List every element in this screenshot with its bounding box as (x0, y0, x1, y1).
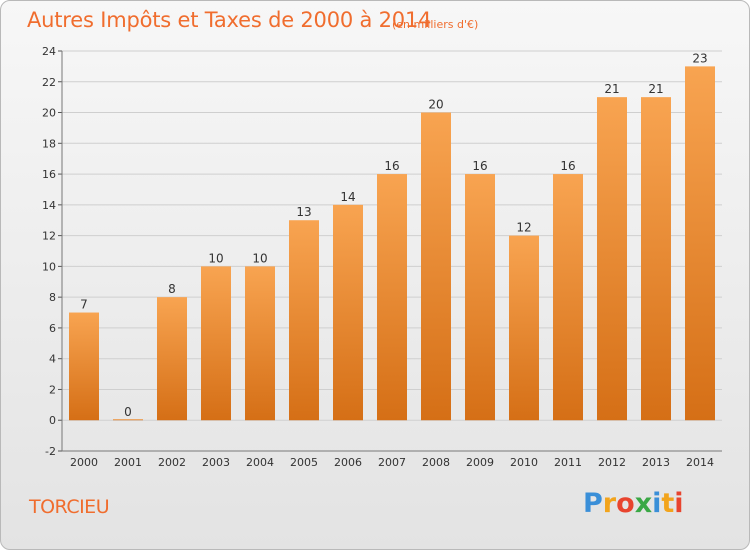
y-tick-label: 18 (42, 137, 56, 150)
y-tick-label: 6 (49, 322, 56, 335)
x-tick-label: 2009 (466, 456, 494, 469)
proxiti-logo: Proxiti (583, 488, 684, 519)
data-label: 0 (124, 405, 132, 419)
bar (377, 174, 407, 421)
bar (421, 112, 451, 421)
logo-letter: o (616, 488, 635, 519)
data-label: 10 (252, 251, 267, 265)
bar (597, 97, 627, 421)
data-label: 21 (648, 82, 663, 96)
x-tick-label: 2007 (378, 456, 406, 469)
data-label: 12 (516, 221, 531, 235)
bar (113, 419, 143, 421)
bar (509, 235, 539, 421)
y-tick-label: 2 (49, 383, 56, 396)
y-tick-label: 24 (42, 45, 56, 58)
logo-letter: i (652, 488, 662, 519)
bar (245, 266, 275, 421)
data-label: 8 (168, 282, 176, 296)
x-tick-label: 2003 (202, 456, 230, 469)
data-label: 23 (692, 51, 707, 65)
x-tick-label: 2000 (70, 456, 98, 469)
bar (641, 97, 671, 421)
x-tick-label: 2008 (422, 456, 450, 469)
data-label: 14 (340, 190, 355, 204)
bar (289, 220, 319, 421)
x-tick-labels: 2000 2001 2002 2003 2004 2005 2006 2007 2008 2009… (70, 456, 714, 469)
x-tick-label: 2011 (554, 456, 582, 469)
data-labels: 7 0 8 10 10 13 14 16 20 16 12 16 21 21 23 (80, 51, 707, 419)
data-label: 16 (472, 159, 487, 173)
data-label: 16 (560, 159, 575, 173)
x-tick-label: 2001 (114, 456, 142, 469)
data-label: 13 (296, 205, 311, 219)
x-tick-label: 2012 (598, 456, 626, 469)
y-tick-label: 10 (42, 260, 56, 273)
chart-subtitle: (en milliers d'€) (392, 18, 479, 31)
y-tick-label: 8 (49, 291, 56, 304)
x-tick-label: 2014 (686, 456, 714, 469)
y-tick-label: 14 (42, 199, 56, 212)
data-label: 16 (384, 159, 399, 173)
bar (553, 174, 583, 421)
bar (157, 297, 187, 421)
bar (465, 174, 495, 421)
data-label: 10 (208, 251, 223, 265)
logo-letter: P (583, 488, 603, 519)
bar (685, 66, 715, 421)
logo-letter: r (602, 488, 617, 519)
y-tick-label: 0 (49, 414, 56, 427)
y-tick-label: 12 (42, 230, 56, 243)
chart-title: Autres Impôts et Taxes de 2000 à 2014 (27, 8, 432, 32)
x-tick-label: 2013 (642, 456, 670, 469)
logo-letter: x (634, 488, 653, 519)
x-tick-label: 2006 (334, 456, 362, 469)
y-tick-label: 4 (49, 353, 56, 366)
bar (69, 312, 99, 421)
data-label: 21 (604, 82, 619, 96)
bars (69, 66, 715, 421)
data-label: 20 (428, 98, 443, 112)
y-tick-label: 20 (42, 107, 56, 120)
x-tick-label: 2002 (158, 456, 186, 469)
logo-letter: t (661, 488, 675, 519)
x-tick-label: 2004 (246, 456, 274, 469)
axes (61, 51, 722, 452)
x-tick-label: 2010 (510, 456, 538, 469)
bar (333, 204, 363, 421)
logo-letter: i (674, 488, 684, 519)
x-tick-label: 2005 (290, 456, 318, 469)
y-tick-label: 22 (42, 76, 56, 89)
place-name: TORCIEU (29, 496, 110, 518)
y-tick-label: 16 (42, 168, 56, 181)
y-tick-label: -2 (45, 445, 56, 458)
bar (201, 266, 231, 421)
data-label: 7 (80, 298, 88, 312)
